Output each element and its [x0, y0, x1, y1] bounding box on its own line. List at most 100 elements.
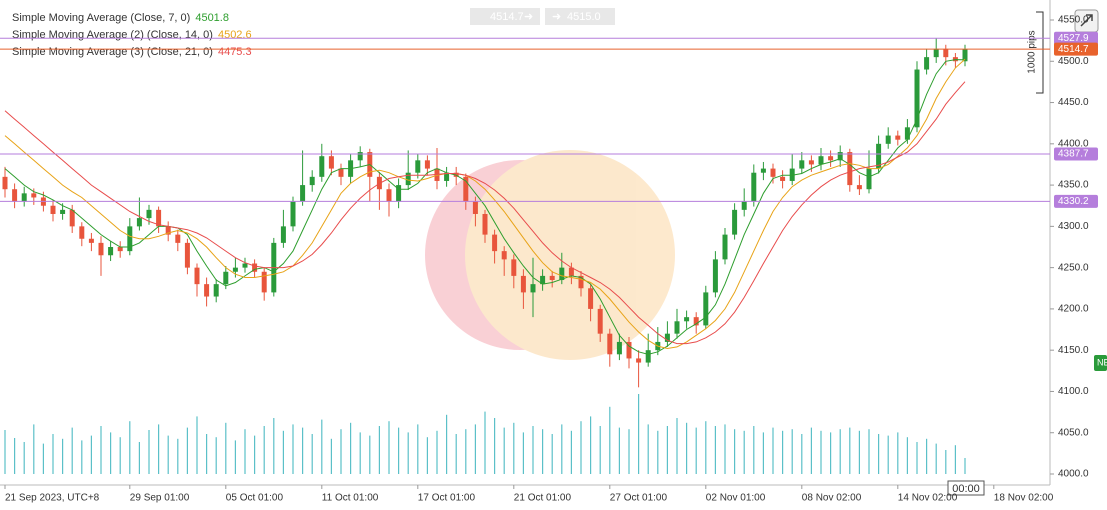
candle-body [530, 284, 536, 293]
candle-body [770, 168, 776, 177]
candle-body [837, 152, 843, 161]
candle-body [751, 172, 757, 202]
x-tick-label: 14 Nov 02:00 [898, 493, 958, 504]
candle-body [876, 143, 882, 169]
candle-body [684, 317, 690, 322]
candle-body [626, 341, 632, 359]
x-tick-label: 21 Oct 01:00 [514, 493, 572, 504]
sell-button[interactable] [470, 8, 540, 25]
candle-body [703, 292, 709, 326]
candle-body [463, 176, 469, 202]
x-tick-label: 21 Sep 2023, UTC+8 [5, 493, 100, 504]
candle-body [60, 209, 66, 214]
price-label-box [1054, 147, 1098, 161]
candle-body [808, 160, 814, 165]
candle-body [616, 341, 622, 355]
candle-body [492, 234, 498, 252]
watermark [425, 150, 675, 360]
candle-body [232, 267, 238, 272]
x-tick-label: 27 Oct 01:00 [610, 493, 668, 504]
candle-body [962, 49, 968, 62]
candle-body [895, 135, 901, 140]
candle-body [31, 193, 37, 198]
price-label-box [1054, 31, 1098, 45]
y-tick-label: 4450.0 [1058, 97, 1089, 108]
candle-body [856, 185, 862, 190]
candle-body [760, 168, 766, 173]
candle-body [933, 48, 939, 58]
candle-body [780, 176, 786, 181]
candle-body [914, 69, 920, 128]
candle-body [732, 209, 738, 235]
pips-label: 1000 pips [1027, 30, 1038, 73]
y-tick-label: 4000.0 [1058, 469, 1089, 480]
candle-body [799, 160, 805, 169]
candle-body [559, 267, 565, 281]
legend-value: 4475.3 [218, 46, 252, 58]
x-tick-label: 08 Nov 02:00 [802, 493, 862, 504]
candle-body [578, 275, 584, 289]
candle-body [904, 127, 910, 140]
candle-body [636, 358, 642, 363]
candle-body [924, 57, 930, 70]
candle-body [213, 284, 219, 297]
buy-price: 4515.0 [567, 11, 601, 23]
price-label-box [1054, 42, 1098, 56]
candle-body [597, 308, 603, 334]
candle-body [549, 275, 555, 281]
candle-body [818, 156, 824, 165]
candle-body [50, 205, 56, 214]
y-tick-label: 4500.0 [1058, 56, 1089, 67]
candle-body [828, 156, 834, 161]
candle-body [165, 226, 171, 235]
badge[interactable] [1094, 355, 1107, 371]
candle-body [108, 247, 114, 256]
candle-body [127, 226, 133, 252]
candle-body [741, 201, 747, 210]
candle-body [300, 185, 306, 202]
x-tick-label: 17 Oct 01:00 [418, 493, 476, 504]
candle-body [242, 263, 248, 268]
expand-icon [1080, 14, 1093, 27]
candle-body [520, 275, 526, 293]
x-tick-label: 18 Nov 02:00 [994, 493, 1054, 504]
y-tick-label: 4300.0 [1058, 221, 1089, 232]
candle-body [79, 226, 85, 239]
candle-body [693, 317, 699, 326]
candle-body [175, 234, 181, 243]
candle-body [645, 350, 651, 363]
candle-body [607, 333, 613, 355]
price-label-box [1054, 194, 1098, 208]
candle-body [444, 172, 450, 181]
candle-body [405, 172, 411, 186]
y-tick-label: 4350.0 [1058, 180, 1089, 191]
candle-body [146, 209, 152, 219]
buy-button[interactable] [545, 8, 615, 25]
candle-body [338, 168, 344, 177]
candle-body [261, 271, 267, 293]
candle-body [396, 185, 402, 202]
price-label: 4330.2 [1058, 196, 1089, 207]
candle-body [117, 247, 123, 252]
candle-body [319, 156, 325, 177]
candle-body [511, 259, 517, 276]
candle-body [328, 156, 334, 169]
candle-body [204, 284, 210, 297]
candle-body [156, 209, 162, 227]
badge-text: NE [1097, 357, 1107, 367]
candle-body [712, 259, 718, 293]
candle-body [424, 160, 430, 169]
candle-body [136, 218, 142, 227]
candle-body [664, 333, 670, 342]
arrow: ➜ [552, 11, 561, 23]
y-tick-label: 4050.0 [1058, 427, 1089, 438]
y-tick-label: 4400.0 [1058, 138, 1089, 149]
x-tick-label: 29 Sep 01:00 [130, 493, 190, 504]
candle-body [885, 135, 891, 144]
sell-price: 4514.7 [490, 11, 524, 23]
candle-body [482, 213, 488, 235]
candle-body [290, 201, 296, 227]
candle-body [194, 267, 200, 285]
candle-body [415, 160, 421, 173]
candle-body [540, 275, 546, 285]
